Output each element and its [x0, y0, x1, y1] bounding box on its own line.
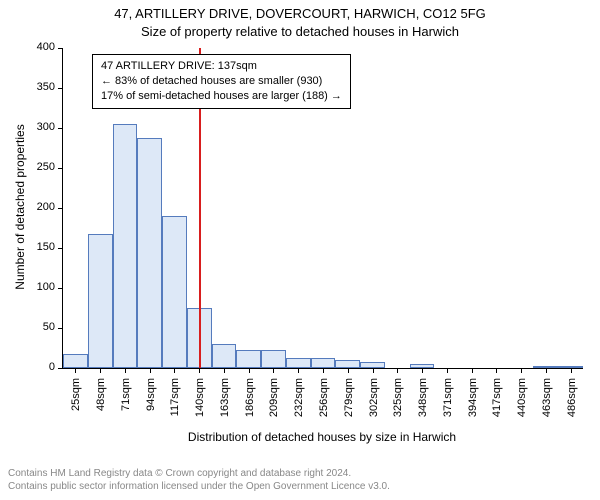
y-axis-label: Number of detached properties — [13, 117, 27, 297]
histogram-bar — [286, 358, 311, 368]
footer-line-1: Contains HM Land Registry data © Crown c… — [8, 467, 351, 480]
histogram-bar — [311, 358, 336, 368]
histogram-bar — [212, 344, 237, 368]
chart-subtitle: Size of property relative to detached ho… — [0, 24, 600, 39]
histogram-bar — [113, 124, 138, 368]
info-line-2: ← 83% of detached houses are smaller (93… — [101, 74, 342, 89]
histogram-bar — [261, 350, 286, 368]
histogram-bar — [162, 216, 187, 368]
info-box: 47 ARTILLERY DRIVE: 137sqm ← 83% of deta… — [92, 54, 351, 109]
info-line-1: 47 ARTILLERY DRIVE: 137sqm — [101, 59, 342, 74]
histogram-bar — [335, 360, 360, 368]
histogram-bar — [63, 354, 88, 368]
histogram-bar — [236, 350, 261, 368]
page-title: 47, ARTILLERY DRIVE, DOVERCOURT, HARWICH… — [0, 6, 600, 21]
footer-line-2: Contains public sector information licen… — [8, 480, 390, 493]
x-axis-label: Distribution of detached houses by size … — [62, 430, 582, 444]
histogram-bar — [137, 138, 162, 368]
info-line-3: 17% of semi-detached houses are larger (… — [101, 89, 342, 104]
histogram-bar — [88, 234, 113, 368]
